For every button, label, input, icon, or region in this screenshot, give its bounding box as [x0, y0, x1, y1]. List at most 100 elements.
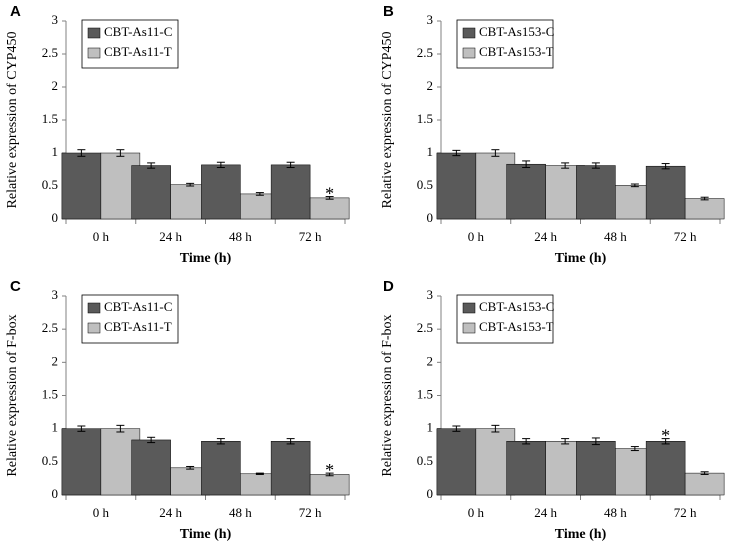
x-tick-label: 0 h: [468, 505, 485, 520]
x-axis-title: Time (h): [180, 527, 232, 542]
y-tick-label: 1.5: [417, 111, 433, 126]
y-tick-label: 2.5: [417, 320, 433, 335]
x-axis-title: Time (h): [555, 251, 607, 266]
y-tick-label: 0.5: [417, 453, 433, 468]
y-tick-label: 2: [52, 78, 59, 93]
y-tick-label: 1: [427, 144, 434, 159]
bar-control: [576, 165, 616, 220]
bar-control: [61, 428, 102, 496]
x-tick-label: 0 h: [468, 229, 485, 244]
bar-control: [436, 152, 477, 220]
y-axis-title: Relative expression of F-box: [380, 314, 395, 476]
x-tick-label: 72 h: [299, 505, 322, 520]
legend-swatch: [87, 302, 101, 314]
significance-marker: *: [325, 184, 334, 204]
legend-swatch: [87, 27, 101, 39]
legend-label: CBT-As153-C: [479, 299, 554, 314]
legend-swatch: [87, 47, 101, 59]
panel-letter: C: [10, 278, 21, 295]
bar-treated: [684, 472, 725, 496]
x-tick-label: 48 h: [604, 505, 627, 520]
x-tick-label: 0 h: [93, 229, 110, 244]
x-tick-label: 0 h: [93, 505, 110, 520]
x-tick-label: 72 h: [674, 229, 697, 244]
panel-b: B 0 0.5 1 1.5 2 2.5 3 0 h 24 h 48 h 72 h Time (h) Rel…: [380, 3, 725, 266]
bar-control: [270, 164, 311, 220]
legend-label: CBT-As11-C: [104, 24, 172, 39]
bar-control: [61, 152, 102, 220]
x-tick-label: 48 h: [229, 229, 252, 244]
significance-marker: *: [661, 426, 670, 446]
bar-control: [645, 165, 686, 220]
y-tick-label: 2.5: [42, 320, 58, 335]
y-tick-label: 2: [427, 353, 434, 368]
y-tick-label: 1.5: [42, 111, 58, 126]
legend: CBT-As153-C CBT-As153-T: [456, 19, 554, 69]
x-tick-label: 24 h: [534, 505, 557, 520]
legend-swatch: [462, 322, 476, 334]
bar-control: [436, 428, 477, 496]
y-tick-label: 1.5: [417, 386, 433, 401]
y-tick-label: 2.5: [417, 45, 433, 60]
legend-label: CBT-As11-C: [104, 299, 172, 314]
panel-c: C 0 0.5 1 1.5 2 2.5 3 0 h 24 h 48 h 72 h * Time (h) Re…: [5, 278, 350, 542]
y-tick-label: 2: [52, 353, 59, 368]
y-axis-title: Relative expression of F-box: [5, 314, 20, 476]
y-tick-label: 0.5: [42, 177, 58, 192]
legend: CBT-As153-C CBT-As153-T: [456, 294, 554, 344]
legend-label: CBT-As153-T: [479, 44, 554, 59]
x-tick-label: 48 h: [229, 505, 252, 520]
bar-control: [131, 165, 171, 220]
x-tick-label: 72 h: [674, 505, 697, 520]
y-tick-label: 0: [52, 210, 59, 225]
x-tick-label: 72 h: [299, 229, 322, 244]
bar-control: [506, 441, 546, 496]
legend-swatch: [462, 47, 476, 59]
y-tick-label: 3: [427, 287, 434, 302]
y-tick-label: 2: [427, 78, 434, 93]
y-tick-label: 0: [52, 486, 59, 501]
x-tick-label: 24 h: [159, 229, 182, 244]
panel-letter: D: [383, 278, 394, 295]
panel-a: A 0 0.5 1 1.5 2 2.5 3 0 h 24 h 48 h 72 h * Time (h) Re…: [5, 3, 350, 266]
significance-marker: *: [325, 460, 334, 480]
y-tick-label: 0.5: [42, 453, 58, 468]
x-axis-title: Time (h): [180, 251, 232, 266]
y-tick-label: 3: [52, 287, 59, 302]
legend-label: CBT-As11-T: [104, 319, 172, 334]
legend-swatch: [87, 322, 101, 334]
y-tick-label: 3: [52, 12, 59, 27]
legend: CBT-As11-C CBT-As11-T: [81, 19, 179, 69]
bar-control: [201, 164, 241, 220]
legend-label: CBT-As11-T: [104, 44, 172, 59]
bar-control: [645, 441, 686, 496]
x-axis-title: Time (h): [555, 527, 607, 542]
panel-letter: A: [10, 3, 21, 20]
y-tick-label: 0: [427, 210, 434, 225]
bar-control: [576, 441, 616, 496]
bar-control: [201, 441, 241, 496]
y-tick-label: 1: [427, 420, 434, 435]
y-tick-label: 0.5: [417, 177, 433, 192]
y-tick-label: 1: [52, 420, 59, 435]
bar-control: [131, 439, 171, 496]
y-axis-title: Relative expression of CYP450: [380, 32, 395, 209]
bar-control: [506, 163, 546, 220]
panel-d: D 0 0.5 1 1.5 2 2.5 3 0 h 24 h 48 h 72 h * Time (h) Re…: [380, 278, 725, 542]
legend-swatch: [462, 302, 476, 314]
bar-control: [270, 441, 311, 496]
y-tick-label: 1: [52, 144, 59, 159]
panel-letter: B: [383, 3, 394, 20]
legend: CBT-As11-C CBT-As11-T: [81, 294, 179, 344]
legend-label: CBT-As153-C: [479, 24, 554, 39]
x-tick-label: 24 h: [534, 229, 557, 244]
x-tick-label: 24 h: [159, 505, 182, 520]
x-tick-label: 48 h: [604, 229, 627, 244]
y-tick-label: 0: [427, 486, 434, 501]
legend-swatch: [462, 27, 476, 39]
y-axis-title: Relative expression of CYP450: [5, 32, 20, 209]
legend-label: CBT-As153-T: [479, 319, 554, 334]
y-tick-label: 1.5: [42, 386, 58, 401]
bar-treated: [684, 198, 725, 220]
